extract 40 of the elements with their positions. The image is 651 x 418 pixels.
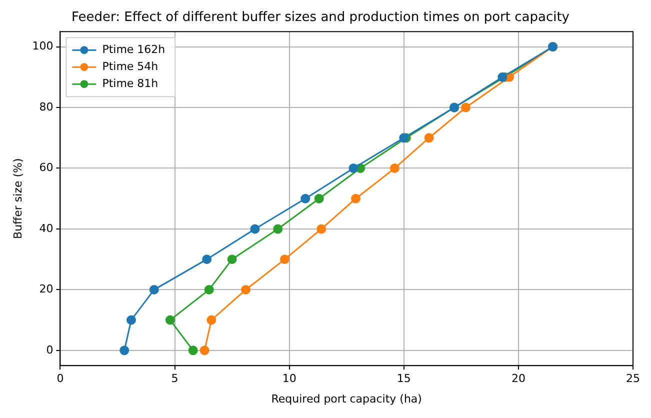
y-tick-label: 40 — [39, 222, 54, 235]
point — [314, 194, 324, 204]
point — [280, 254, 290, 264]
point — [120, 346, 130, 356]
point — [273, 224, 283, 234]
y-tick-label: 100 — [32, 40, 54, 53]
point — [204, 284, 214, 294]
chart-title: Feeder: Effect of different buffer sizes and production times on port capacity — [71, 10, 570, 26]
point — [149, 284, 159, 294]
x-axis-title: Required port capacity (ha) — [271, 392, 422, 406]
point — [165, 315, 175, 325]
y-tick-label: 0 — [46, 343, 54, 356]
point — [188, 346, 198, 356]
y-tick-label: 80 — [39, 100, 54, 114]
legend-label: Ptime 162h — [102, 42, 166, 56]
point — [250, 224, 260, 234]
point — [241, 284, 251, 294]
point — [316, 224, 326, 234]
point — [227, 254, 237, 264]
point — [300, 194, 310, 204]
point — [351, 194, 361, 204]
point — [390, 163, 400, 173]
legend-label: Ptime 81h — [102, 76, 158, 90]
x-tick-label: 0 — [56, 372, 64, 386]
y-tick-label: 60 — [39, 161, 54, 174]
point — [200, 346, 210, 356]
legend-label: Ptime 54h — [102, 60, 158, 73]
x-tick-label: 20 — [511, 372, 526, 386]
x-tick-label: 10 — [282, 372, 296, 386]
x-tick-label: 5 — [171, 372, 178, 386]
point — [460, 102, 470, 112]
x-tick-label: 15 — [396, 372, 411, 386]
x-tick-label: 25 — [626, 372, 640, 386]
point — [202, 254, 212, 264]
y-axis-title: Buffer size (%) — [11, 158, 24, 239]
point — [206, 315, 216, 325]
y-tick-label: 20 — [39, 282, 54, 296]
point — [424, 133, 434, 143]
point — [126, 315, 136, 325]
point — [348, 163, 358, 173]
